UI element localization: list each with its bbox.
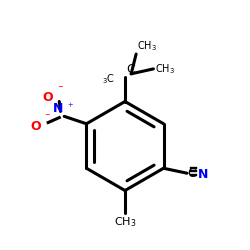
- Text: $^-$: $^-$: [43, 112, 52, 122]
- Text: N: N: [198, 168, 208, 181]
- Text: CH$_3$: CH$_3$: [155, 62, 175, 76]
- Text: CH$_3$: CH$_3$: [114, 215, 136, 229]
- Text: $^-$: $^-$: [56, 84, 64, 94]
- Text: C: C: [126, 62, 135, 76]
- Text: O: O: [42, 91, 53, 104]
- Text: O: O: [30, 120, 41, 133]
- Text: CH$_3$: CH$_3$: [137, 39, 157, 53]
- Text: $_3$C: $_3$C: [102, 72, 115, 86]
- Text: $^+$: $^+$: [66, 102, 74, 112]
- Text: N: N: [52, 102, 63, 115]
- Text: C: C: [188, 167, 196, 180]
